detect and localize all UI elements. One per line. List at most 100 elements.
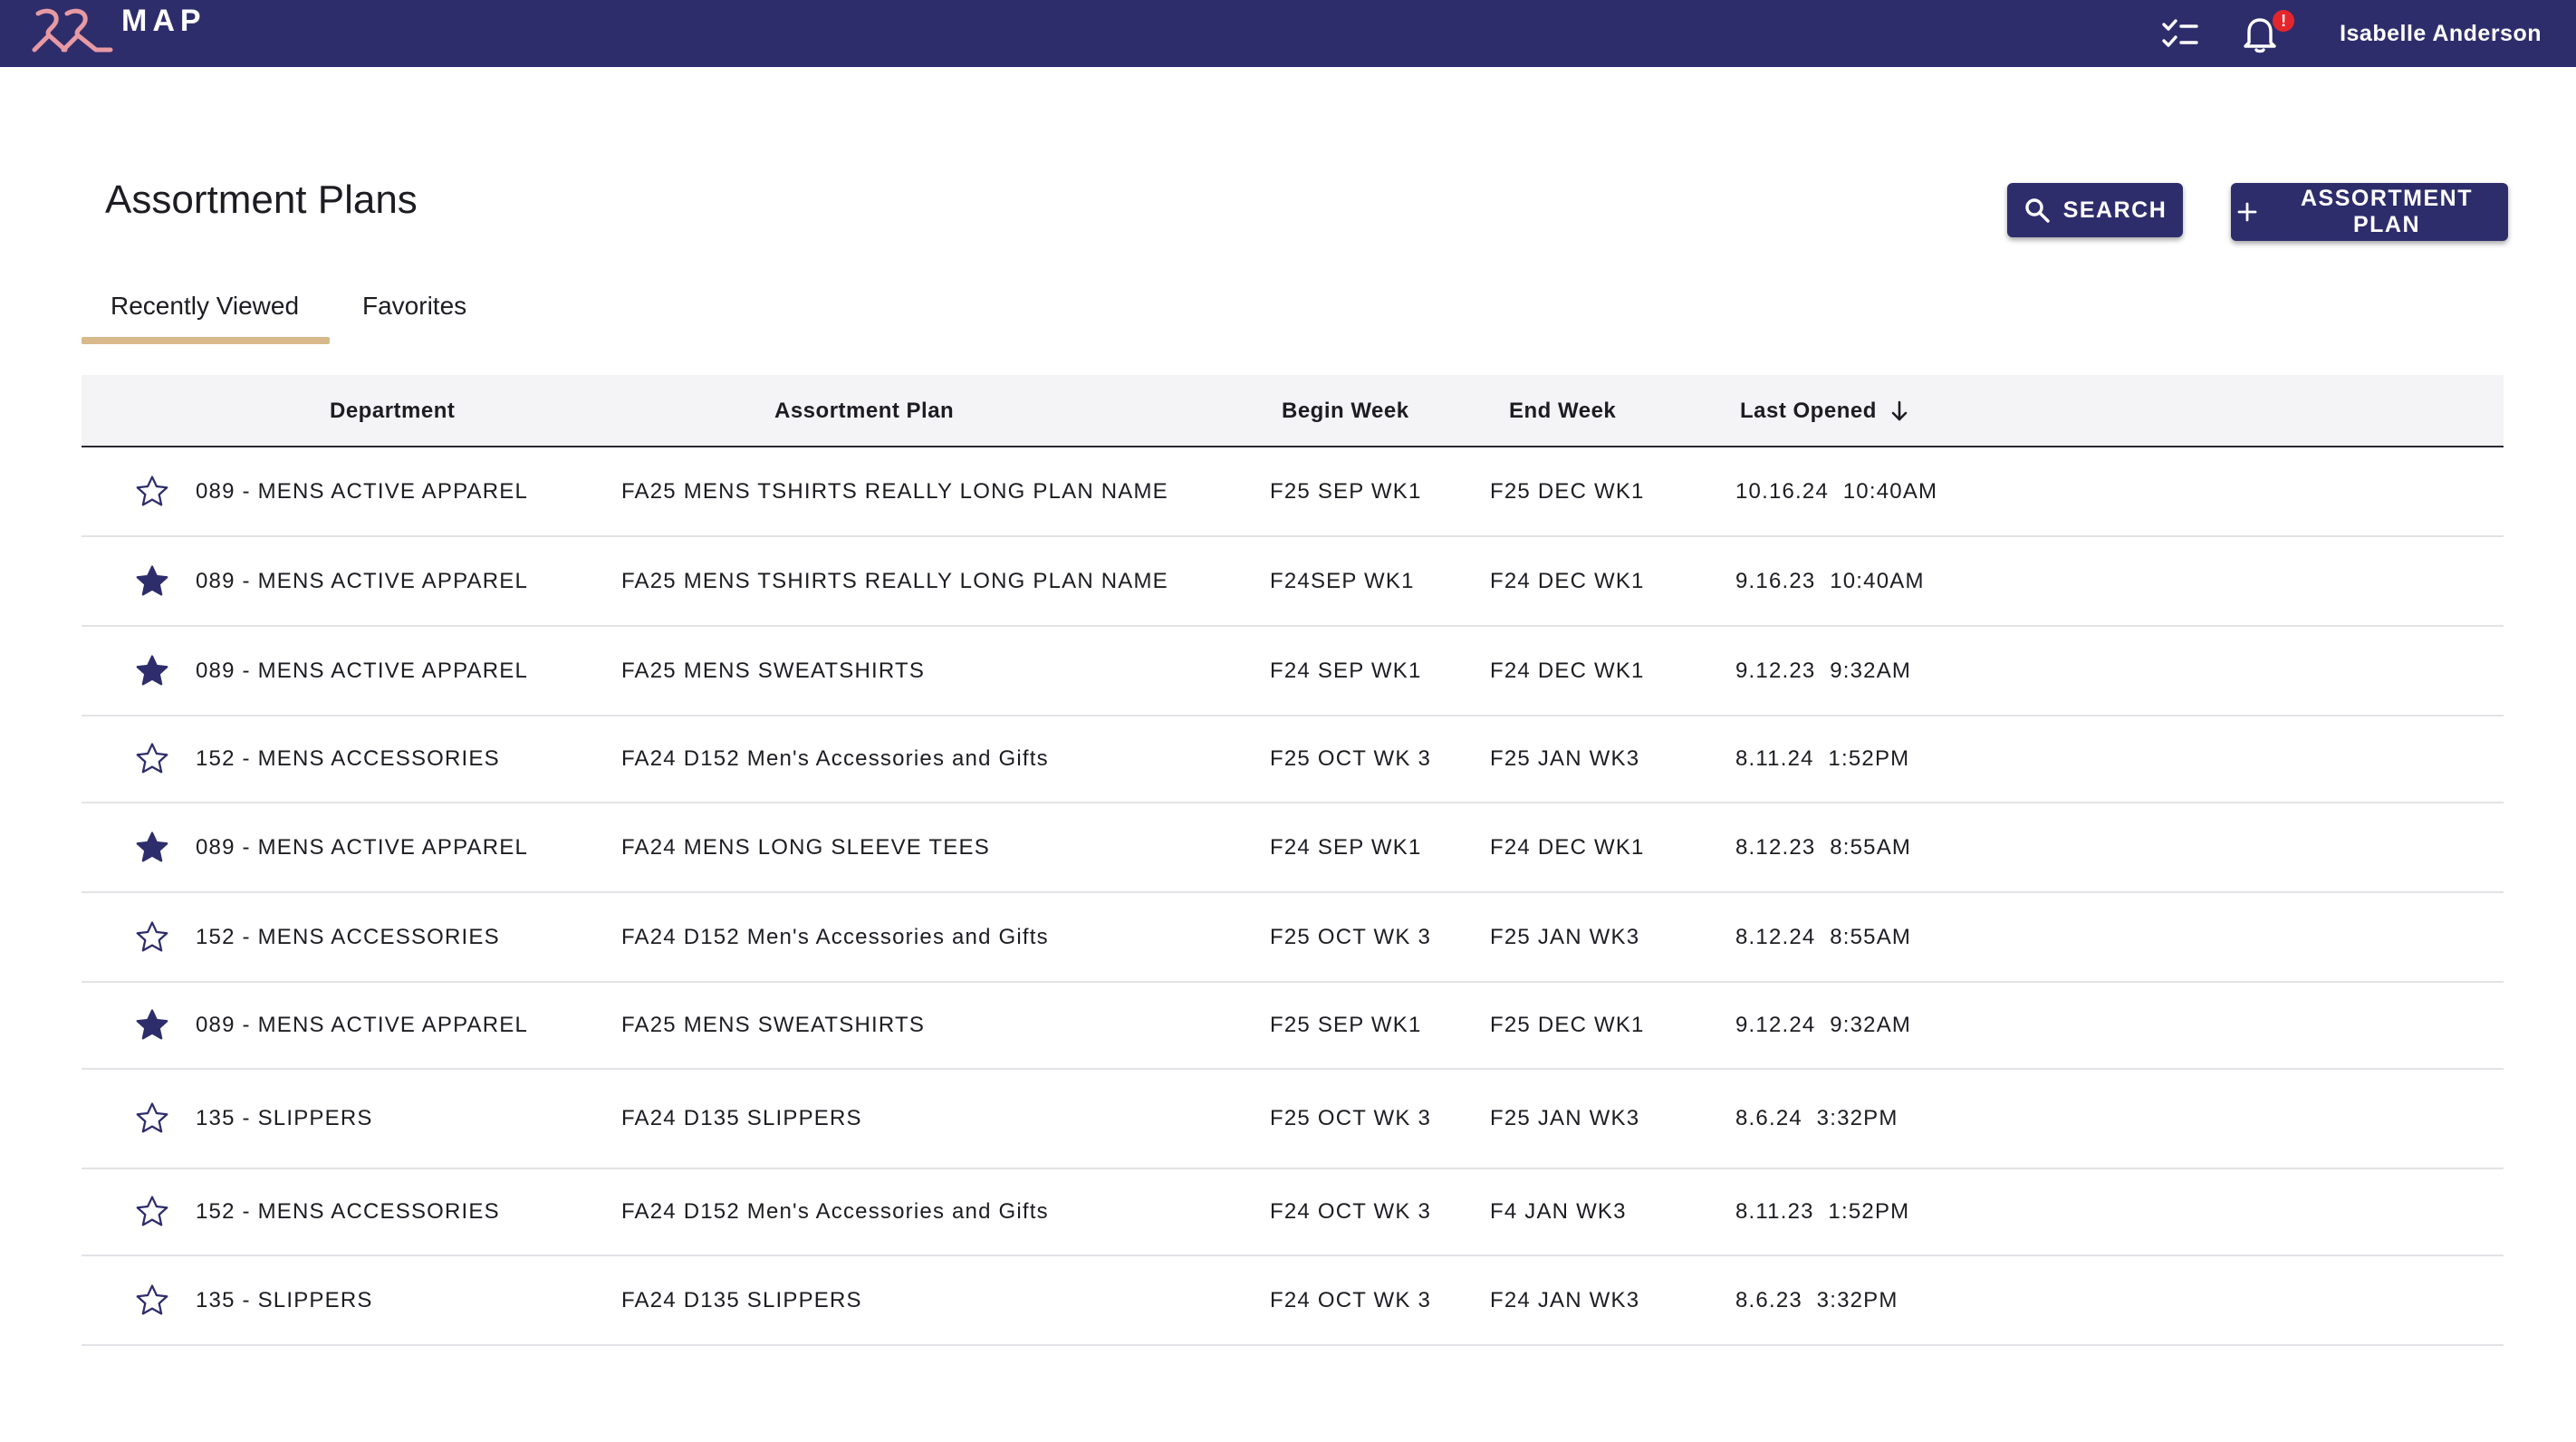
cell-begin-week: F25 OCT WK 3: [1270, 1106, 1431, 1130]
cell-department: 152 - MENS ACCESSORIES: [196, 746, 500, 771]
column-header-last-opened-label: Last Opened: [1740, 399, 1877, 423]
table-row[interactable]: 089 - MENS ACTIVE APPAREL FA25 MENS TSHI…: [82, 537, 2504, 627]
cell-department: 089 - MENS ACTIVE APPAREL: [196, 568, 529, 593]
tab-bar: Recently Viewed Favorites: [82, 275, 495, 344]
cell-last-opened: 8.6.24 3:32PM: [1735, 1106, 1898, 1130]
cell-assortment-plan[interactable]: FA25 MENS TSHIRTS REALLY LONG PLAN NAME: [621, 568, 1168, 593]
cell-assortment-plan[interactable]: FA24 D135 SLIPPERS: [621, 1106, 862, 1130]
cell-department: 089 - MENS ACTIVE APPAREL: [196, 1013, 529, 1037]
cell-last-opened: 10.16.24 10:40AM: [1735, 478, 1938, 504]
cell-end-week: F4 JAN WK3: [1490, 1199, 1627, 1224]
table-row[interactable]: 152 - MENS ACCESSORIES FA24 D152 Men's A…: [82, 716, 2504, 803]
cell-begin-week: F24 SEP WK1: [1270, 658, 1422, 683]
table-body: 089 - MENS ACTIVE APPAREL FA25 MENS TSHI…: [82, 447, 2504, 1346]
cell-last-opened: 8.11.24 1:52PM: [1735, 746, 1910, 771]
tab-favorites[interactable]: Favorites: [362, 292, 467, 320]
cell-last-opened: 9.12.23 9:32AM: [1735, 658, 1912, 683]
cell-end-week: F25 JAN WK3: [1490, 924, 1640, 949]
column-header-department[interactable]: Department: [330, 399, 456, 423]
cell-department: 152 - MENS ACCESSORIES: [196, 924, 500, 949]
cell-last-opened: 8.12.23 8:55AM: [1735, 834, 1912, 860]
topbar-actions: ! Isabelle Anderson: [2158, 0, 2542, 67]
star-filled-icon[interactable]: [132, 983, 172, 1068]
brand[interactable]: MAP: [31, 3, 207, 56]
notifications-button[interactable]: !: [2238, 10, 2295, 55]
add-button-label: ASSORTMENT PLAN: [2301, 186, 2473, 237]
star-outline-icon[interactable]: [132, 1070, 172, 1168]
column-header-begin-week[interactable]: Begin Week: [1282, 399, 1409, 423]
star-filled-icon[interactable]: [132, 537, 172, 625]
cell-end-week: F25 DEC WK1: [1490, 1013, 1645, 1037]
cell-last-opened: 8.11.23 1:52PM: [1735, 1199, 1910, 1224]
star-outline-icon[interactable]: [132, 1256, 172, 1344]
cell-begin-week: F24 OCT WK 3: [1270, 1287, 1431, 1312]
cell-begin-week: F25 OCT WK 3: [1270, 746, 1431, 771]
search-icon: [2023, 197, 2051, 224]
top-app-bar: MAP ! Isabelle Anderson: [0, 0, 2576, 67]
cell-department: 089 - MENS ACTIVE APPAREL: [196, 834, 529, 860]
add-assortment-plan-button[interactable]: ASSORTMENT PLAN: [2231, 183, 2508, 241]
star-filled-icon[interactable]: [132, 627, 172, 715]
table-row[interactable]: 135 - SLIPPERS FA24 D135 SLIPPERS F24 OC…: [82, 1256, 2504, 1346]
table-header: Department Assortment Plan Begin Week En…: [82, 375, 2504, 447]
cell-end-week: F24 DEC WK1: [1490, 658, 1645, 683]
tab-recently-viewed[interactable]: Recently Viewed: [82, 275, 330, 344]
cell-assortment-plan[interactable]: FA25 MENS SWEATSHIRTS: [621, 658, 926, 683]
cell-last-opened: 9.12.24 9:32AM: [1735, 1013, 1912, 1037]
search-button-label: SEARCH: [2062, 197, 2167, 223]
cell-department: 135 - SLIPPERS: [196, 1287, 373, 1312]
cell-last-opened: 9.16.23 10:40AM: [1735, 568, 1925, 593]
table-row[interactable]: 152 - MENS ACCESSORIES FA24 D152 Men's A…: [82, 893, 2504, 983]
cell-end-week: F25 JAN WK3: [1490, 1106, 1640, 1130]
cell-assortment-plan[interactable]: FA24 D152 Men's Accessories and Gifts: [621, 924, 1049, 949]
table-row[interactable]: 089 - MENS ACTIVE APPAREL FA25 MENS SWEA…: [82, 627, 2504, 716]
user-menu[interactable]: Isabelle Anderson: [2340, 20, 2542, 46]
bell-icon: [2244, 18, 2276, 53]
cell-begin-week: F24 SEP WK1: [1270, 834, 1422, 860]
star-outline-icon[interactable]: [132, 1169, 172, 1255]
cell-last-opened: 8.6.23 3:32PM: [1735, 1287, 1898, 1312]
cell-assortment-plan[interactable]: FA25 MENS TSHIRTS REALLY LONG PLAN NAME: [621, 478, 1168, 504]
arrow-down-icon[interactable]: [1889, 399, 1909, 423]
hanger-logo-icon: [32, 8, 113, 53]
cell-begin-week: F25 OCT WK 3: [1270, 924, 1431, 949]
star-outline-icon[interactable]: [132, 716, 172, 802]
cell-last-opened: 8.12.24 8:55AM: [1735, 924, 1912, 949]
cell-end-week: F24 DEC WK1: [1490, 834, 1645, 860]
plus-icon: [2236, 201, 2258, 223]
page-title: Assortment Plans: [105, 178, 418, 222]
table-row[interactable]: 135 - SLIPPERS FA24 D135 SLIPPERS F25 OC…: [82, 1070, 2504, 1169]
cell-end-week: F24 DEC WK1: [1490, 568, 1645, 593]
cell-end-week: F25 JAN WK3: [1490, 746, 1640, 771]
cell-end-week: F25 DEC WK1: [1490, 478, 1645, 504]
search-button[interactable]: SEARCH: [2007, 183, 2183, 237]
table-row[interactable]: 152 - MENS ACCESSORIES FA24 D152 Men's A…: [82, 1169, 2504, 1256]
cell-assortment-plan[interactable]: FA24 MENS LONG SLEEVE TEES: [621, 834, 990, 860]
notification-badge: !: [2273, 10, 2295, 32]
cell-end-week: F24 JAN WK3: [1490, 1287, 1640, 1312]
cell-department: 089 - MENS ACTIVE APPAREL: [196, 478, 529, 504]
column-header-last-opened[interactable]: Last Opened: [1740, 375, 1909, 447]
brand-name: MAP: [121, 3, 207, 38]
cell-begin-week: F25 SEP WK1: [1270, 1013, 1422, 1037]
star-outline-icon[interactable]: [132, 447, 172, 535]
checklist-icon[interactable]: [2158, 12, 2202, 55]
column-header-end-week[interactable]: End Week: [1509, 399, 1617, 423]
cell-begin-week: F24 OCT WK 3: [1270, 1199, 1431, 1224]
cell-department: 152 - MENS ACCESSORIES: [196, 1199, 500, 1224]
star-outline-icon[interactable]: [132, 893, 172, 981]
cell-assortment-plan[interactable]: FA24 D135 SLIPPERS: [621, 1287, 862, 1312]
column-header-assortment-plan[interactable]: Assortment Plan: [774, 399, 955, 423]
table-row[interactable]: 089 - MENS ACTIVE APPAREL FA25 MENS SWEA…: [82, 983, 2504, 1070]
star-filled-icon[interactable]: [132, 803, 172, 891]
table-row[interactable]: 089 - MENS ACTIVE APPAREL FA24 MENS LONG…: [82, 803, 2504, 893]
cell-department: 089 - MENS ACTIVE APPAREL: [196, 658, 529, 683]
cell-assortment-plan[interactable]: FA24 D152 Men's Accessories and Gifts: [621, 1199, 1049, 1224]
cell-begin-week: F25 SEP WK1: [1270, 478, 1422, 504]
cell-assortment-plan[interactable]: FA24 D152 Men's Accessories and Gifts: [621, 746, 1049, 771]
assortment-plans-table: Department Assortment Plan Begin Week En…: [82, 375, 2504, 1346]
cell-begin-week: F24SEP WK1: [1270, 568, 1415, 593]
table-row[interactable]: 089 - MENS ACTIVE APPAREL FA25 MENS TSHI…: [82, 447, 2504, 537]
cell-assortment-plan[interactable]: FA25 MENS SWEATSHIRTS: [621, 1013, 926, 1037]
cell-department: 135 - SLIPPERS: [196, 1106, 373, 1130]
